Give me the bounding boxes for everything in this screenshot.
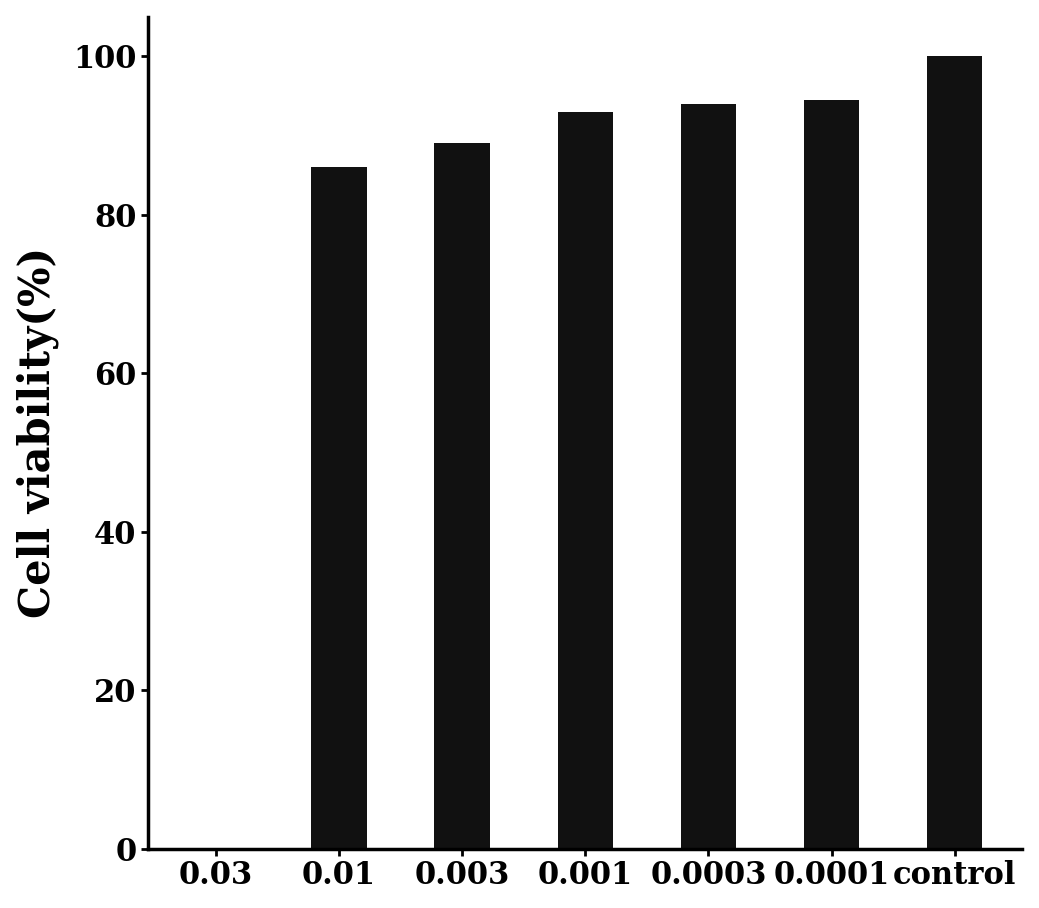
- Y-axis label: Cell viability(%): Cell viability(%): [17, 247, 59, 618]
- Bar: [434, 143, 489, 849]
- Bar: [927, 56, 982, 849]
- Bar: [312, 167, 367, 849]
- Bar: [804, 100, 859, 849]
- Bar: [681, 104, 736, 849]
- Bar: [558, 112, 613, 849]
